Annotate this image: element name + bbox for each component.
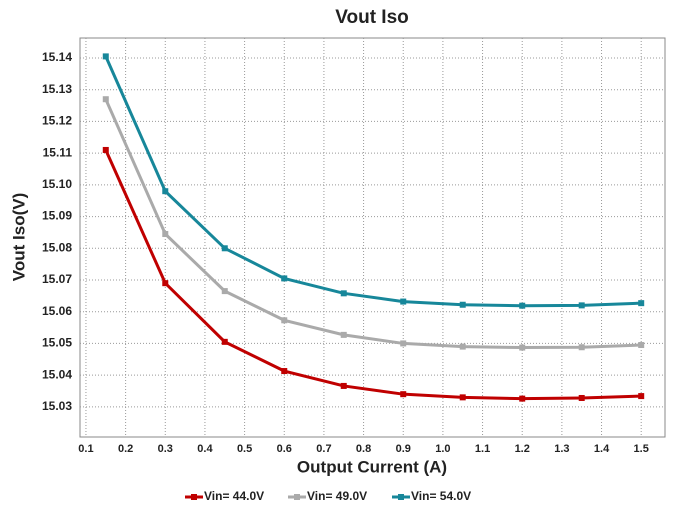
point-marker — [281, 317, 288, 324]
x-tick-label: 1.0 — [435, 443, 450, 455]
x-tick-label: 0.7 — [316, 443, 331, 455]
point-marker — [221, 245, 228, 252]
point-marker — [281, 368, 288, 375]
point-marker — [519, 395, 526, 402]
point-marker — [281, 275, 288, 282]
y-tick-label: 15.12 — [42, 114, 72, 128]
point-marker — [340, 331, 347, 338]
x-tick-label: 1.5 — [634, 443, 649, 455]
point-marker — [459, 301, 466, 308]
x-tick-label: 0.4 — [197, 443, 213, 455]
plot-area — [79, 37, 666, 438]
point-marker — [400, 298, 407, 305]
point-marker — [578, 394, 585, 401]
y-tick-label: 15.06 — [42, 304, 72, 318]
y-tick-label: 15.07 — [42, 272, 72, 286]
point-marker — [578, 344, 585, 351]
y-tick-label: 15.13 — [42, 82, 72, 96]
series-line — [104, 55, 642, 308]
legend-marker — [398, 494, 404, 500]
x-axis-label: Output Current (A) — [297, 457, 447, 476]
point-marker — [519, 302, 526, 309]
x-tick-label: 0.1 — [78, 443, 93, 455]
x-tick-label: 0.6 — [277, 443, 292, 455]
point-marker — [102, 53, 109, 60]
legend-label: Vin= 44.0V — [204, 489, 264, 503]
point-marker — [459, 394, 466, 401]
point-marker — [400, 340, 407, 347]
point-marker — [102, 146, 109, 153]
series-line — [104, 149, 642, 401]
point-marker — [400, 391, 407, 398]
point-marker — [221, 338, 228, 345]
y-axis-label: Vout Iso(V) — [9, 193, 28, 281]
y-tick-label: 15.09 — [42, 209, 72, 223]
x-tick-label: 1.2 — [515, 443, 530, 455]
point-marker — [638, 342, 645, 349]
point-marker — [162, 280, 169, 287]
point-marker — [340, 382, 347, 389]
legend-marker — [294, 494, 300, 500]
point-marker — [638, 393, 645, 400]
y-tick-label: 15.04 — [42, 367, 72, 381]
legend-marker — [191, 494, 197, 500]
x-tick-label: 0.9 — [396, 443, 411, 455]
x-tick-label: 0.8 — [356, 443, 371, 455]
x-tick-label: 0.5 — [237, 443, 252, 455]
point-marker — [221, 288, 228, 295]
point-marker — [102, 96, 109, 103]
legend-label: Vin= 49.0V — [307, 489, 367, 503]
y-tick-label: 15.10 — [42, 177, 72, 191]
x-tick-label: 1.3 — [554, 443, 569, 455]
y-tick-label: 15.05 — [42, 336, 72, 350]
chart-title: Vout Iso — [335, 7, 409, 28]
y-tick-label: 15.08 — [42, 240, 72, 254]
point-marker — [340, 290, 347, 297]
point-marker — [638, 300, 645, 307]
point-marker — [519, 344, 526, 351]
x-tick-label: 0.2 — [118, 443, 133, 455]
point-marker — [578, 302, 585, 309]
point-marker — [162, 231, 169, 238]
point-marker — [459, 343, 466, 350]
y-tick-label: 15.11 — [43, 145, 73, 159]
x-tick-label: 1.4 — [594, 443, 610, 455]
point-marker — [162, 188, 169, 195]
y-tick-label: 15.14 — [42, 50, 72, 64]
legend-label: Vin= 54.0V — [411, 489, 471, 503]
x-tick-label: 1.1 — [475, 443, 490, 455]
series-line — [104, 98, 642, 350]
y-tick-label: 15.03 — [42, 399, 72, 413]
x-tick-label: 0.3 — [158, 443, 173, 455]
